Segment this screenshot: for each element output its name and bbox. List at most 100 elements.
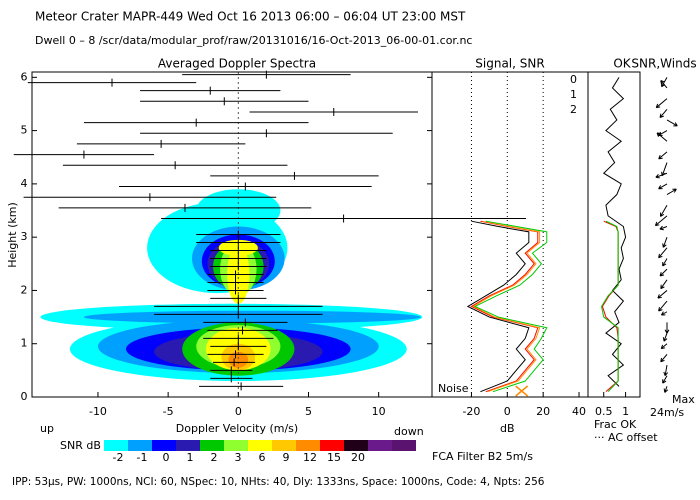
- colorbar-swatch: [176, 440, 200, 451]
- max-label: Max: [672, 393, 695, 406]
- y-tick-label: 5: [21, 124, 28, 137]
- x-tick-label: 20: [536, 405, 550, 418]
- y-tick-label: 3: [21, 230, 28, 243]
- colorbar-swatch: [104, 440, 128, 451]
- panel-title: Averaged Doppler Spectra: [158, 57, 316, 71]
- wind-arrow: [662, 332, 668, 342]
- wind-arrow: [661, 77, 668, 88]
- colorbar-tick-label: 15: [327, 451, 341, 464]
- wind-arrow: [664, 322, 670, 334]
- wind-arrow: [661, 162, 668, 177]
- snr-contour: [83, 310, 421, 324]
- x-tick-label: -20: [462, 405, 480, 418]
- y-tick-label: 0: [21, 390, 28, 403]
- wind-arrow: [658, 151, 668, 160]
- x-left-label: up: [40, 422, 54, 435]
- wind-arrow: [662, 375, 668, 384]
- profile-line: [470, 220, 539, 393]
- colorbar-tick-label: 12: [303, 451, 317, 464]
- wind-arrow: [666, 188, 677, 195]
- legend-entry: 1: [570, 88, 577, 101]
- x-axis-label: dB: [500, 422, 515, 435]
- snr-contour: [228, 351, 249, 368]
- x-tick-label: 0: [235, 405, 242, 418]
- colorbar-swatch: [392, 440, 416, 451]
- colorbar-swatch: [368, 440, 392, 451]
- colorbar-swatch: [152, 440, 176, 451]
- profile-line: [473, 220, 548, 393]
- header-subtitle: Dwell 0 – 8 /scr/data/modular_prof/raw/2…: [35, 34, 472, 47]
- profile-line: [472, 220, 541, 393]
- wind-arrow: [660, 279, 668, 290]
- wind-arrow: [658, 183, 668, 190]
- x-tick-label: 5: [305, 405, 312, 418]
- colorbar-swatch: [320, 440, 344, 451]
- colorbar-swatch: [272, 440, 296, 451]
- wind-arrow: [658, 130, 668, 136]
- wind-arrow: [658, 300, 668, 312]
- noise-marker: [515, 385, 529, 397]
- x-tick-label: 0.5: [595, 405, 613, 418]
- wind-arrow: [666, 119, 678, 127]
- profile-line: [602, 77, 627, 387]
- colorbar-tick-label: -2: [113, 451, 124, 464]
- profile-line: [601, 220, 619, 393]
- wind-arrow: [662, 258, 668, 267]
- wind-arrow: [658, 247, 668, 259]
- colorbar-tick-label: 0: [163, 451, 170, 464]
- wind-arrow: [663, 386, 669, 393]
- colorbar-swatch: [296, 440, 320, 451]
- max-speed-label: 24m/s: [650, 406, 684, 419]
- colorbar-label: SNR dB: [60, 439, 101, 452]
- colorbar-swatch: [200, 440, 224, 451]
- profile-line: [466, 220, 530, 393]
- x-tick-label: -10: [89, 405, 107, 418]
- panel-title: SNR,Winds: [631, 57, 696, 71]
- wind-arrow: [659, 225, 668, 231]
- x-tick-label: 0: [504, 405, 511, 418]
- colorbar-tick-label: 6: [259, 451, 266, 464]
- wind-arrow: [660, 343, 668, 350]
- frame: [431, 71, 589, 398]
- colorbar-swatch: [128, 440, 152, 451]
- colorbar-swatch: [344, 440, 368, 451]
- legend-entry: 0: [570, 73, 577, 86]
- wind-arrow: [660, 311, 668, 316]
- snr-contour: [196, 189, 281, 232]
- wind-arrow: [662, 236, 668, 248]
- noise-label: Noise: [438, 382, 469, 395]
- wind-arrow: [656, 132, 668, 142]
- colorbar-tick-label: 2: [211, 451, 218, 464]
- wind-arrow: [660, 354, 668, 363]
- frame: [587, 71, 641, 398]
- panel-title: Signal, SNR: [475, 57, 544, 71]
- y-axis-label: Height (km): [6, 202, 19, 268]
- wind-arrow: [655, 172, 668, 179]
- wind-arrow: [655, 98, 668, 109]
- x-tick-label: 1: [622, 405, 629, 418]
- spectra-image: [40, 189, 423, 382]
- colorbar-tick-label: 20: [351, 451, 365, 464]
- x-right-label: down: [394, 425, 424, 438]
- profile-line: [601, 220, 619, 393]
- wind-arrow: [660, 204, 668, 217]
- y-tick-label: 2: [21, 283, 28, 296]
- footer: IPP: 53μs, PW: 1000ns, NCI: 60, NSpec: 1…: [12, 476, 545, 488]
- x-tick-label: 10: [372, 405, 386, 418]
- wind-arrow: [657, 290, 668, 299]
- panel-title: OK: [613, 57, 631, 71]
- x-tick-label: 40: [572, 405, 586, 418]
- x-axis-label: Doppler Velocity (m/s): [176, 422, 298, 435]
- legend-entry: ··· AC offset: [594, 431, 658, 444]
- colorbar-swatch: [248, 440, 272, 451]
- wind-arrow: [654, 215, 668, 227]
- wind-arrow: [663, 364, 669, 377]
- legend-entry: 2: [570, 103, 577, 116]
- y-tick-label: 6: [21, 70, 28, 83]
- wind-arrow: [659, 268, 668, 277]
- x-tick-label: -5: [163, 405, 174, 418]
- header-title: Meteor Crater MAPR-449 Wed Oct 16 2013 0…: [35, 10, 466, 24]
- colorbar-tick-label: 1: [187, 451, 194, 464]
- y-tick-label: 1: [21, 337, 28, 350]
